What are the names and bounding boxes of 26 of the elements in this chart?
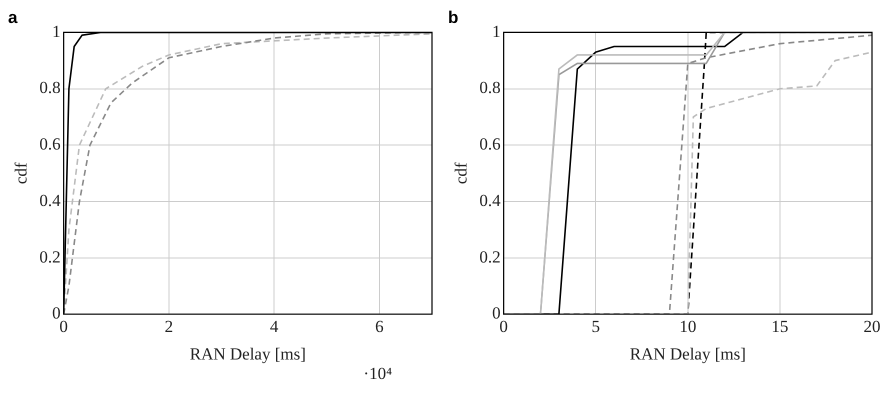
x-tick-label: 6 bbox=[375, 316, 384, 336]
y-tick-label: 0.4 bbox=[39, 190, 62, 210]
y-axis-title: cdf bbox=[12, 162, 31, 184]
x-tick-label: 10 bbox=[679, 316, 696, 336]
y-tick-label: 0.6 bbox=[39, 134, 61, 154]
x-tick-label: 20 bbox=[864, 316, 880, 336]
x-tick-label: 2 bbox=[164, 316, 174, 336]
text: ·10⁴ bbox=[363, 364, 392, 384]
y-axis-title: cdf bbox=[452, 162, 471, 184]
y-tick-label: 0 bbox=[492, 304, 501, 323]
y-tick-label: 1 bbox=[52, 22, 61, 41]
x-tick-label: 15 bbox=[771, 316, 788, 336]
chart-title: a bbox=[8, 8, 18, 27]
y-tick-label: 0.2 bbox=[479, 247, 501, 266]
y-tick-label: 0.8 bbox=[39, 78, 61, 98]
chart-title: b bbox=[448, 8, 458, 27]
x-axis-title: RAN Delay [ms] bbox=[630, 344, 746, 364]
y-tick-label: 0 bbox=[52, 304, 61, 323]
y-tick-label: 0.2 bbox=[39, 247, 61, 266]
x-tick-label: 5 bbox=[591, 316, 600, 336]
x-tick-label: 4 bbox=[270, 316, 279, 336]
y-tick-label: 0.8 bbox=[479, 78, 501, 98]
y-tick-label: 1 bbox=[492, 22, 501, 41]
x-axis-title: RAN Delay [ms] bbox=[190, 344, 306, 364]
y-tick-label: 0.6 bbox=[479, 134, 501, 154]
y-tick-label: 0.4 bbox=[479, 190, 502, 210]
